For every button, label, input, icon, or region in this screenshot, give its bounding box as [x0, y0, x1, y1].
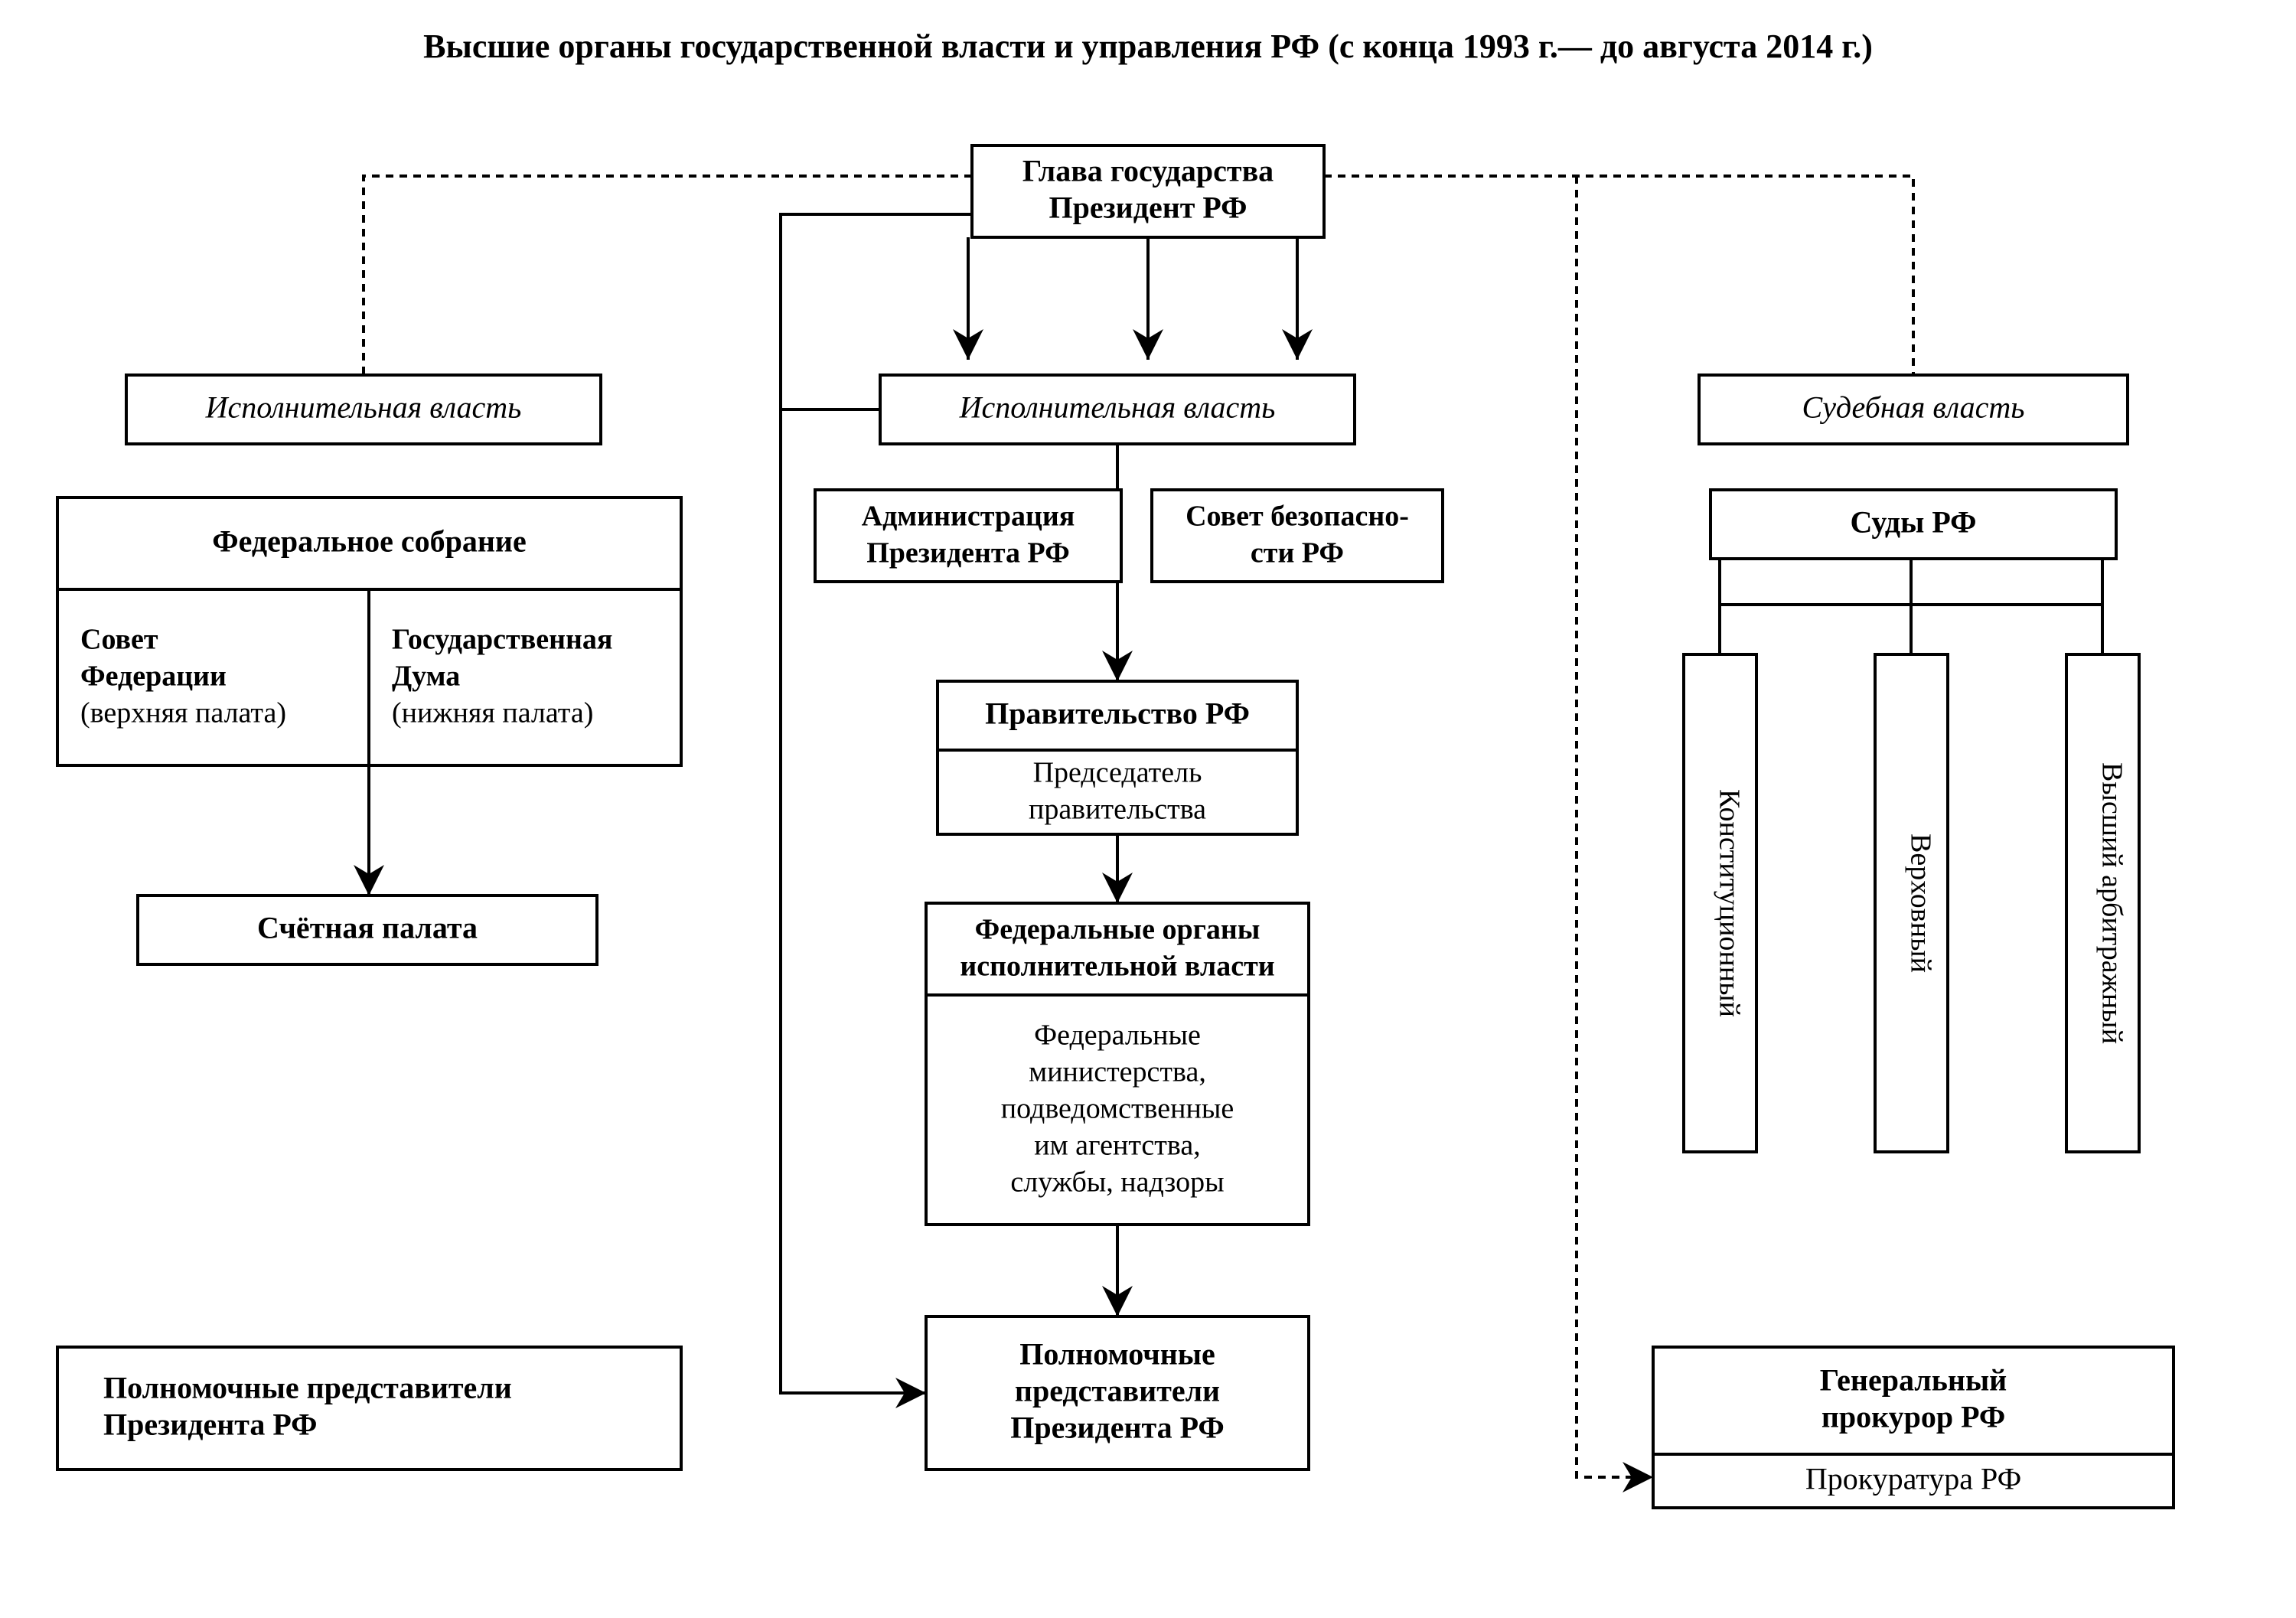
node-fed_exec_organs-bot-line-0: Федеральные: [1034, 1019, 1201, 1052]
node-fed_exec_organs-bot-line-3: им агентства,: [1034, 1130, 1200, 1162]
node-court_arbitration-label: Высший арбитражный: [2096, 762, 2128, 1044]
node-plen_center-line-2: Президента РФ: [1010, 1411, 1225, 1445]
node-fed_council-line-0: Совет: [80, 624, 158, 656]
node-state_duma-line-2: (нижняя палата): [392, 697, 593, 729]
org-chart: Высшие органы государственной власти и у…: [0, 0, 2296, 1618]
page-title: Высшие органы государственной власти и у…: [423, 28, 1873, 65]
node-plen_center-line-0: Полномочные: [1019, 1337, 1215, 1372]
node-fed_council-line-2: (верхняя палата): [80, 697, 286, 729]
node-judicial_header-line-0: Судебная власть: [1802, 390, 2025, 425]
node-admin_president-line-1: Президента РФ: [866, 537, 1070, 569]
node-security_council-line-1: сти РФ: [1251, 537, 1344, 569]
node-fed_exec_organs-top-line-0: Федеральные органы: [975, 914, 1261, 946]
node-fed_council-line-1: Федерации: [80, 661, 227, 693]
node-president-line-1: Президент РФ: [1049, 191, 1247, 225]
node-plen_left-line-1: Президента РФ: [103, 1408, 318, 1442]
node-government-bot-line-1: правительства: [1029, 794, 1206, 826]
node-gen_prosecutor-top-line-1: прокурор РФ: [1821, 1400, 2005, 1434]
node-security_council-line-0: Совет безопасно-: [1186, 501, 1409, 533]
node-plen_center-line-1: представители: [1015, 1374, 1220, 1408]
node-state_duma-line-1: Дума: [392, 661, 460, 693]
node-courts_rf-line-0: Суды РФ: [1851, 505, 1977, 540]
node-admin_president-line-0: Администрация: [862, 501, 1075, 533]
node-gen_prosecutor-top-line-0: Генеральный: [1820, 1363, 2007, 1398]
node-exec_center_header-line-0: Исполнительная власть: [959, 390, 1276, 425]
node-president-line-0: Глава государства: [1022, 154, 1274, 188]
node-fed_exec_organs-bot-line-4: службы, надзоры: [1010, 1166, 1224, 1199]
node-government-top-line-0: Правительство РФ: [985, 696, 1250, 731]
node-fed_exec_organs-bot-line-1: министерства,: [1029, 1056, 1206, 1088]
node-court_const-label: Конституционный: [1714, 789, 1746, 1017]
node-gen_prosecutor-bot-line-0: Прокуратура РФ: [1805, 1462, 2021, 1496]
node-fed_exec_organs-top-line-1: исполнительной власти: [960, 951, 1274, 983]
node-federal_assembly-line-0: Федеральное собрание: [212, 524, 526, 559]
node-fed_exec_organs-bot-line-2: подведомственные: [1001, 1093, 1234, 1125]
node-plen_left-line-0: Полномочные представители: [103, 1371, 512, 1405]
node-state_duma-line-0: Государственная: [392, 624, 612, 656]
node-accounts_chamber-line-0: Счётная палата: [257, 911, 478, 945]
node-government-bot-line-0: Председатель: [1033, 757, 1202, 789]
node-court_supreme-label: Верховный: [1905, 833, 1937, 973]
node-exec_left_header-line-0: Исполнительная власть: [205, 390, 522, 425]
